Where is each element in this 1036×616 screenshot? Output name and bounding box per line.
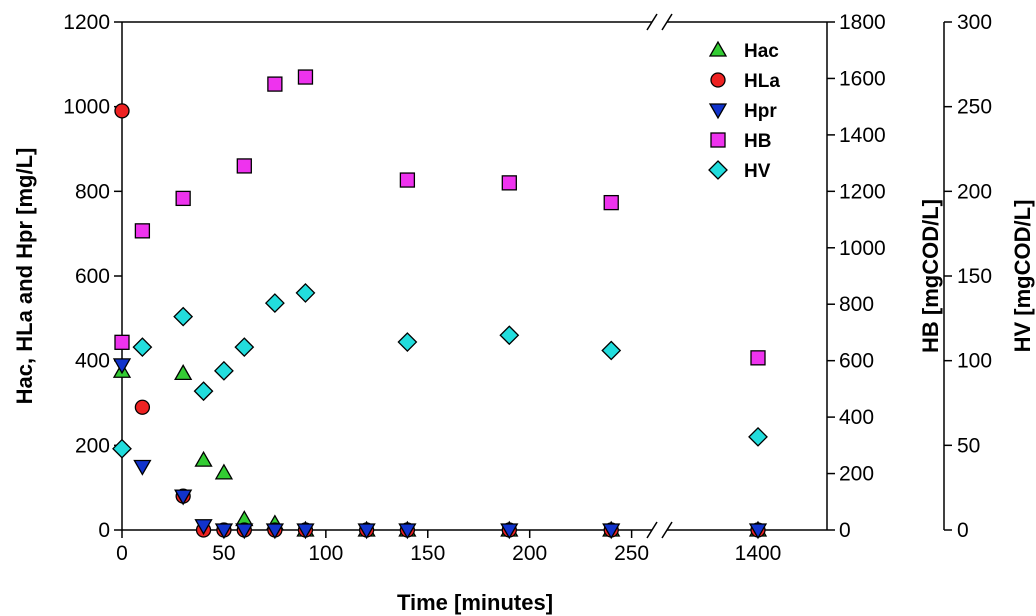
point-hb	[399, 172, 416, 188]
legend-marker-hac	[708, 40, 728, 57]
y-axis-label-hv: HV [mgCOD/L]	[1010, 200, 1035, 353]
y-tick-label-hb: 1600	[839, 67, 886, 90]
legend-marker-hv	[708, 160, 728, 180]
y-tick-label-hv: 50	[957, 434, 980, 457]
point-hv	[499, 325, 520, 346]
point-hv	[234, 337, 255, 358]
point-hb	[175, 190, 191, 207]
x-tick-label: 150	[410, 542, 445, 565]
point-hac	[174, 364, 193, 381]
point-hpr	[357, 523, 376, 540]
y-tick-label-hv: 150	[957, 265, 992, 288]
y-tick-label-hb: 800	[839, 293, 874, 316]
y-tick-label-hb: 1400	[839, 124, 886, 147]
legend-marker-hpr	[708, 103, 728, 120]
point-hv	[748, 426, 768, 447]
x-tick-label: 200	[512, 542, 547, 565]
point-hv	[112, 438, 132, 459]
y-tick-label-left: 400	[75, 350, 110, 373]
y-tick-label-left: 800	[75, 180, 110, 203]
x-axis-break-mark	[661, 13, 673, 31]
point-hpr	[296, 523, 315, 540]
y-tick-label-hv: 250	[957, 96, 992, 119]
point-hac	[194, 450, 213, 467]
point-hv	[173, 306, 194, 327]
legend-label-hla: HLa	[744, 71, 780, 92]
point-hb	[114, 334, 130, 350]
point-hpr	[398, 523, 417, 540]
point-hb	[603, 194, 619, 211]
y-tick-label-left: 200	[75, 434, 110, 457]
y-tick-label-hv: 100	[957, 350, 992, 373]
legend: Hac HLa Hpr HB HV	[708, 40, 780, 182]
point-hpr	[500, 523, 519, 540]
point-hv	[193, 381, 214, 402]
y-axis-label-hb: HB [mgCOD/L]	[918, 199, 943, 353]
x-axis-label: Time [minutes]	[397, 590, 553, 615]
y-tick-label-hv: 200	[957, 180, 992, 203]
point-hb	[134, 223, 151, 239]
y-tick-label-left: 1000	[63, 96, 110, 119]
y-tick-label-left: 600	[75, 265, 110, 288]
y-tick-label-hb: 1000	[839, 237, 886, 260]
y-tick-label-hv: 300	[957, 11, 992, 34]
point-hpr	[748, 523, 768, 540]
point-hv	[601, 340, 622, 361]
y-tick-label-hb: 400	[839, 406, 874, 429]
point-hb	[267, 76, 283, 92]
y-tick-label-hb: 0	[839, 519, 851, 542]
x-tick-label: 100	[308, 542, 343, 565]
point-hla	[134, 399, 151, 415]
x-axis-break-mark	[646, 13, 658, 31]
point-hv	[132, 337, 153, 358]
x-axis-break-mark	[646, 521, 658, 539]
y-tick-label-hb: 1800	[839, 11, 886, 34]
point-hpr	[133, 459, 152, 476]
x-tick-label: 1400	[735, 542, 782, 565]
point-hpr	[235, 523, 254, 540]
point-hpr	[174, 489, 193, 506]
x-tick-label: 0	[116, 542, 128, 565]
y-tick-label-hb: 600	[839, 350, 874, 373]
point-hv	[295, 283, 316, 303]
y-tick-label-left: 1200	[63, 11, 110, 34]
data-points	[112, 69, 768, 540]
y-tick-label-hb: 1200	[839, 180, 886, 203]
legend-label-hv: HV	[744, 161, 771, 182]
point-hla	[114, 103, 130, 119]
point-hb	[297, 69, 314, 85]
point-hv	[214, 360, 234, 381]
point-hpr	[112, 358, 132, 375]
point-hac	[214, 463, 234, 480]
y-tick-label-left: 0	[98, 519, 110, 542]
point-hpr	[214, 523, 234, 540]
point-hv	[264, 293, 285, 314]
point-hb	[750, 350, 766, 366]
y-tick-label-hb: 200	[839, 463, 874, 486]
y-axis-label-left: Hac, HLa and Hpr [mg/L]	[12, 148, 37, 405]
x-tick-label: 50	[212, 542, 235, 565]
point-hv	[397, 332, 418, 352]
point-hpr	[602, 523, 621, 540]
point-hpr	[194, 519, 213, 536]
x-axis-break-mark	[661, 521, 673, 539]
point-hb	[236, 158, 252, 174]
legend-marker-hb	[710, 132, 726, 148]
x-tick-label: 250	[614, 542, 649, 565]
legend-label-hpr: Hpr	[744, 101, 777, 122]
legend-label-hac: Hac	[744, 41, 779, 62]
legend-marker-hla	[710, 72, 726, 88]
point-hb	[501, 175, 517, 191]
point-hpr	[265, 523, 285, 540]
legend-label-hb: HB	[744, 131, 771, 152]
y-tick-label-hv: 0	[957, 519, 969, 542]
axes: 0200400600800100012000200400600800100012…	[63, 11, 992, 565]
